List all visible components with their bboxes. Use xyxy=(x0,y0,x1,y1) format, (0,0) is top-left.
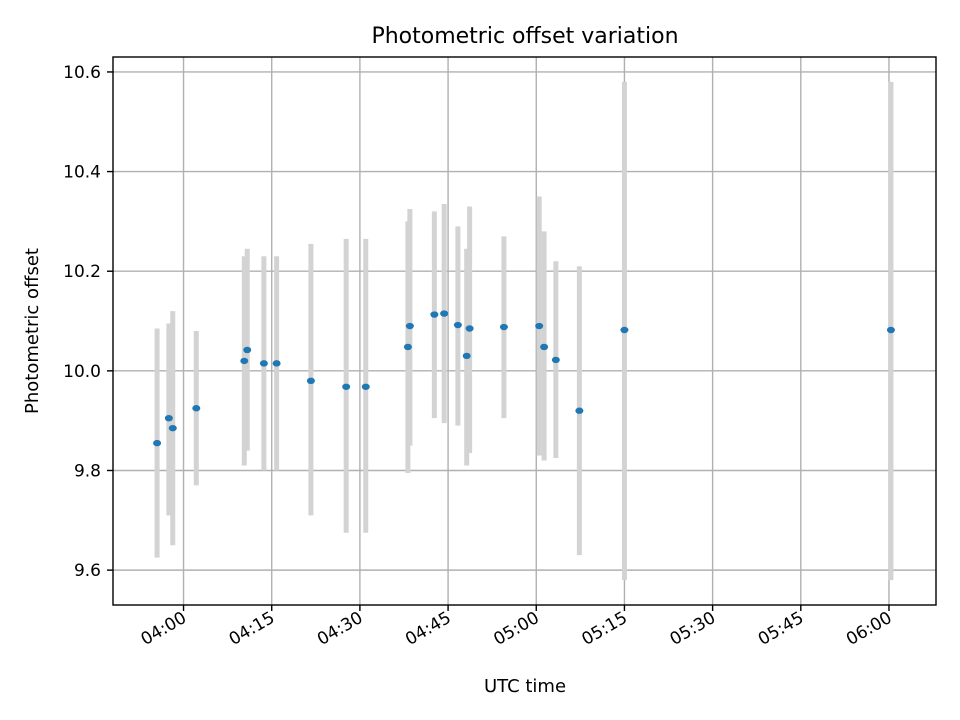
data-point xyxy=(540,343,549,351)
data-point xyxy=(886,326,895,334)
data-point xyxy=(361,383,370,390)
data-point xyxy=(499,323,508,331)
y-tick-label: 10.2 xyxy=(63,262,101,282)
y-tick-label: 9.8 xyxy=(74,461,101,481)
x-tick-label: 05:45 xyxy=(755,608,807,650)
data-point xyxy=(575,407,584,414)
x-tick-label: 05:00 xyxy=(490,608,542,650)
data-point xyxy=(440,310,449,317)
data-point xyxy=(240,357,249,365)
data-point xyxy=(453,321,462,329)
y-axis-label: Photometric offset xyxy=(22,248,43,414)
data-point xyxy=(164,414,173,422)
grid xyxy=(113,57,936,605)
data-point xyxy=(620,326,629,334)
x-tick-label: 04:30 xyxy=(314,608,366,650)
y-tick-label: 10.4 xyxy=(63,163,101,183)
x-tick-label: 06:00 xyxy=(843,608,895,650)
x-tick-label: 04:45 xyxy=(402,608,454,650)
data-point xyxy=(462,352,471,360)
y-tick-label: 9.6 xyxy=(74,561,101,581)
data-points xyxy=(153,310,895,447)
data-point xyxy=(243,346,252,354)
data-point xyxy=(465,325,474,332)
x-axis-label: UTC time xyxy=(484,676,566,697)
data-point xyxy=(342,383,351,390)
x-tick-label: 04:00 xyxy=(138,608,190,650)
data-point xyxy=(403,343,412,351)
x-tick-label: 05:30 xyxy=(667,608,719,650)
data-point xyxy=(405,322,414,330)
data-point xyxy=(153,439,162,447)
y-axis: 9.6 9.8 10.0 10.2 10.4 10.6 xyxy=(63,63,113,581)
y-tick-label: 10.6 xyxy=(63,63,101,83)
data-point xyxy=(168,424,177,432)
x-axis: 04:00 04:15 04:30 04:45 05:00 05:15 05:30 05:45… xyxy=(138,605,895,650)
data-point xyxy=(430,311,439,318)
y-tick-label: 10.0 xyxy=(63,362,101,382)
data-point xyxy=(272,360,281,367)
x-tick-label: 04:15 xyxy=(226,608,278,650)
plot-frame xyxy=(112,56,937,606)
data-point xyxy=(259,360,268,367)
data-point xyxy=(192,405,201,412)
x-tick-label: 05:15 xyxy=(579,608,631,650)
error-bars xyxy=(154,81,894,581)
data-point xyxy=(306,377,315,385)
data-point xyxy=(551,356,560,364)
data-point xyxy=(535,322,544,330)
chart-title: Photometric offset variation xyxy=(371,24,678,49)
